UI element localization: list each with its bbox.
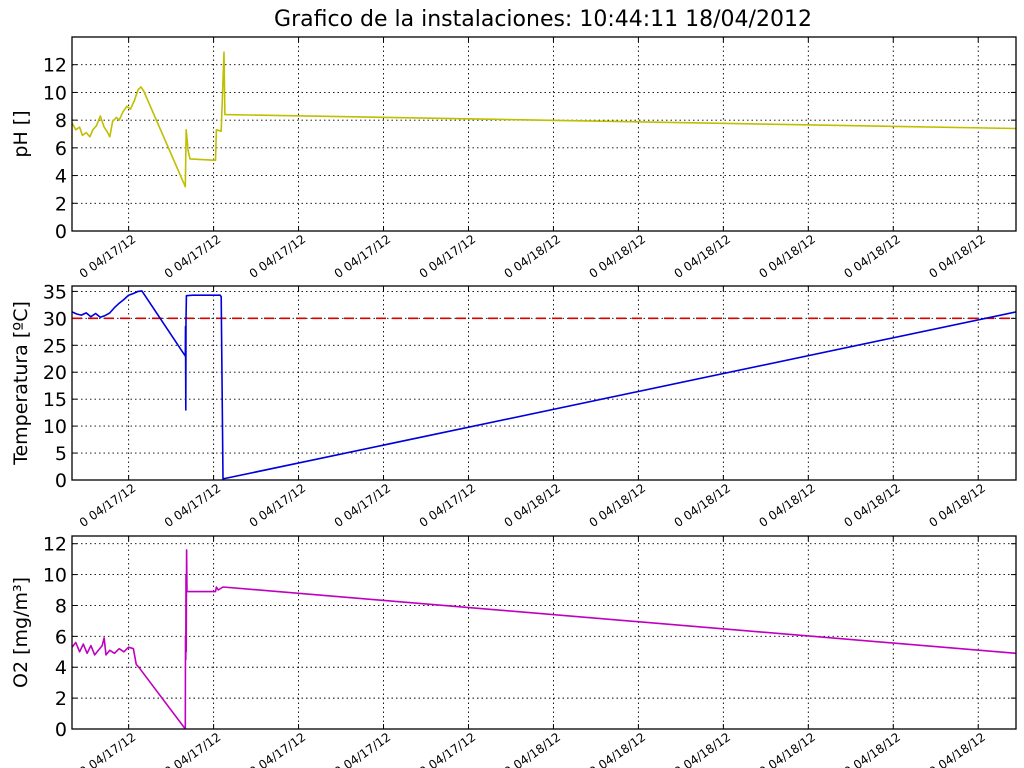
o2-x-tick-label: 0 04/17/12 <box>77 730 139 768</box>
temperature-x-tick-label: 0 04/18/12 <box>672 481 734 530</box>
ph-x-tick-label: 0 04/18/12 <box>756 232 818 281</box>
ph-x-tick-label: 0 04/18/12 <box>841 232 903 281</box>
temperature-y-axis-label: Temperatura [ºC] <box>10 301 32 466</box>
o2-x-tick-label: 0 04/18/12 <box>672 730 734 768</box>
ph-x-tick-label: 0 04/17/12 <box>247 232 309 281</box>
ph-y-tick-label: 4 <box>55 166 67 188</box>
o2-x-tick-label: 0 04/18/12 <box>587 730 649 768</box>
o2-x-tick-label: 0 04/17/12 <box>332 730 394 768</box>
o2-plot-frame <box>71 535 1017 730</box>
temperature-x-tick-label: 0 04/17/12 <box>162 481 224 530</box>
temperature-x-tick-label: 0 04/17/12 <box>247 481 309 530</box>
ph-x-tick-label: 0 04/17/12 <box>332 232 394 281</box>
ph-y-tick-label: 6 <box>55 138 67 160</box>
temperature-x-tick-label: 0 04/17/12 <box>417 481 479 530</box>
o2-x-tick-label: 0 04/17/12 <box>247 730 309 768</box>
ph-chart-panel: 0 2 4 6 8 10 12 0 04/17/12 0 04/17/12 0 04/17/12 0… <box>10 36 1017 281</box>
temperature-y-tick-label: 30 <box>43 308 67 330</box>
ph-y-tick-label: 10 <box>43 82 67 104</box>
temperature-x-tick-label: 0 04/18/12 <box>841 481 903 530</box>
temperature-y-tick-label: 0 <box>55 470 67 492</box>
ph-x-tick-label: 0 04/17/12 <box>417 232 479 281</box>
ph-y-axis-label: pH [] <box>10 110 32 157</box>
temperature-y-tick-label: 15 <box>43 389 67 411</box>
temperature-y-tick-label: 5 <box>55 443 67 465</box>
ph-x-tick-label: 0 04/17/12 <box>77 232 139 281</box>
temperature-y-tick-label: 20 <box>43 362 67 384</box>
o2-chart-panel: 0 2 4 6 8 10 12 0 04/17/12 0 04/17/12 0 04/17/12 0… <box>10 534 1017 768</box>
o2-x-tick-label: 0 04/17/12 <box>162 730 224 768</box>
temperature-series-line <box>72 290 1016 480</box>
o2-y-tick-label: 2 <box>55 688 67 710</box>
temperature-y-tick-label: 10 <box>43 416 67 438</box>
temperature-x-tick-label: 0 04/17/12 <box>77 481 139 530</box>
ph-y-tick-label: 2 <box>55 193 67 215</box>
temperature-x-tick-label: 0 04/18/12 <box>756 481 818 530</box>
temperature-x-tick-label: 0 04/17/12 <box>332 481 394 530</box>
ph-y-tick-label: 0 <box>55 221 67 243</box>
temperature-y-tick-label: 35 <box>43 281 67 303</box>
ph-x-tick-label: 0 04/18/12 <box>926 232 988 281</box>
temperature-chart-panel: 0 5 10 15 20 25 30 35 0 04/17/12 0 04/17/12 0 04/1… <box>10 281 1017 530</box>
ph-x-tick-label: 0 04/18/12 <box>502 232 564 281</box>
temperature-x-tick-label: 0 04/18/12 <box>926 481 988 530</box>
o2-x-tick-label: 0 04/18/12 <box>841 730 903 768</box>
o2-y-tick-label: 12 <box>43 534 67 556</box>
ph-series-line <box>72 51 1016 188</box>
ph-y-tick-label: 12 <box>43 55 67 77</box>
o2-x-tick-label: 0 04/18/12 <box>926 730 988 768</box>
o2-y-tick-label: 6 <box>55 626 67 648</box>
ph-x-tick-label: 0 04/18/12 <box>672 232 734 281</box>
o2-x-tick-label: 0 04/18/12 <box>756 730 818 768</box>
ph-x-tick-label: 0 04/18/12 <box>587 232 649 281</box>
ph-plot-frame <box>71 36 1017 232</box>
figure-title: Grafico de la instalaciones: 10:44:11 18… <box>274 7 812 32</box>
temperature-plot-frame <box>71 285 1017 481</box>
temperature-x-tick-label: 0 04/18/12 <box>587 481 649 530</box>
o2-y-tick-label: 4 <box>55 657 67 679</box>
o2-y-axis-label: O2 [mg/m³] <box>10 577 32 688</box>
o2-y-tick-label: 0 <box>55 719 67 741</box>
ph-y-tick-label: 8 <box>55 110 67 132</box>
o2-y-tick-label: 10 <box>43 565 67 587</box>
o2-series-line <box>72 549 1016 729</box>
temperature-x-tick-label: 0 04/18/12 <box>502 481 564 530</box>
ph-x-tick-label: 0 04/17/12 <box>162 232 224 281</box>
o2-x-tick-label: 0 04/18/12 <box>502 730 564 768</box>
o2-x-tick-label: 0 04/17/12 <box>417 730 479 768</box>
temperature-y-tick-label: 25 <box>43 335 67 357</box>
o2-y-tick-label: 8 <box>55 595 67 617</box>
